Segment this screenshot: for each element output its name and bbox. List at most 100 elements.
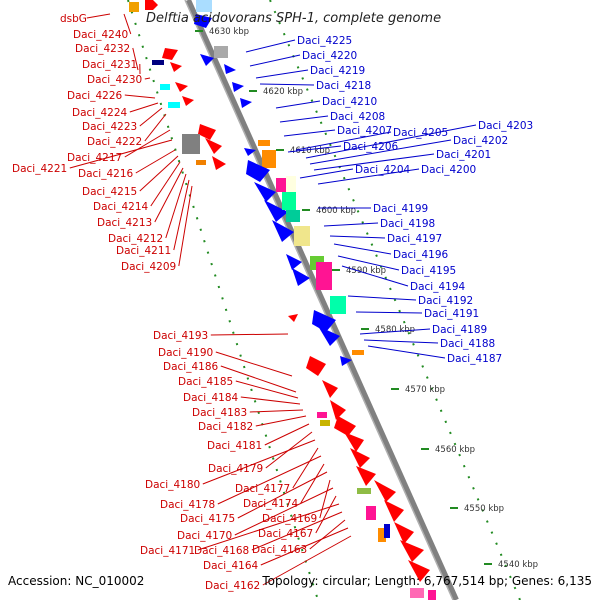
label-leader-line — [132, 47, 139, 71]
label-right: Daci_4204 — [355, 164, 411, 176]
gene-arrow — [198, 124, 216, 140]
gene-arrow — [224, 64, 236, 74]
label-leader-line — [255, 415, 307, 427]
label-left: Daci_4231 — [82, 59, 137, 71]
label-leader-line — [341, 265, 409, 287]
label-leader-line — [333, 243, 392, 255]
kbp-ticks: 4630 kbp 4620 kbp 4610 kbp 4600 kbp 4590 kbp… — [195, 27, 538, 570]
gene-block — [357, 488, 371, 494]
gene-arrow — [212, 156, 226, 170]
gene-arrow — [182, 96, 194, 106]
gene-arrow — [356, 466, 376, 486]
gene-arrow — [286, 254, 302, 270]
label-leader-line — [367, 345, 446, 359]
topology-text: Topology: circular; Length: 6,767,514 bp… — [262, 574, 592, 588]
gene-arrow — [246, 160, 270, 182]
label-leader-line — [295, 131, 392, 151]
gene-arrow — [162, 48, 178, 60]
gene-block — [182, 134, 200, 154]
label-right: Daci_4219 — [310, 65, 365, 77]
gene-block — [258, 140, 270, 146]
label-leader-line — [235, 380, 299, 399]
label-leader-line — [300, 463, 325, 504]
kbp-tick-label: 4580 kbp — [375, 325, 415, 335]
kbp-tick-label: 4570 kbp — [405, 385, 445, 395]
label-left: Daci_4216 — [78, 168, 134, 180]
label-left: Daci_4214 — [93, 201, 149, 213]
gene-arrow — [244, 148, 256, 156]
label-right: Daci_4205 — [393, 127, 448, 139]
label-leaders — [69, 13, 477, 586]
label-right: Daci_4208 — [330, 111, 385, 123]
label-left: Daci_4217 — [67, 152, 122, 164]
label-leader-line — [210, 333, 289, 336]
label-right: Daci_4194 — [410, 281, 466, 293]
label-right: Daci_4207 — [337, 125, 392, 137]
kbp-tick-label: 4560 kbp — [435, 445, 475, 455]
label-leader-line — [317, 168, 420, 185]
label-leader-line — [255, 69, 309, 79]
label-leader-line — [150, 161, 181, 207]
gene-arrow — [330, 400, 346, 420]
gene-block — [152, 60, 164, 65]
label-left: Daci_4181 — [207, 440, 262, 452]
gene-block — [286, 176, 296, 196]
label-leader-line — [178, 185, 193, 267]
gene-arrow — [272, 220, 294, 242]
label-leader-line — [165, 173, 187, 239]
label-left: Daci_4174 — [243, 498, 299, 510]
label-left: Daci_4211 — [116, 245, 171, 257]
kbp-tick-label: 4620 kbp — [263, 87, 303, 97]
gene-block — [294, 226, 310, 246]
label-left: Daci_4184 — [183, 392, 239, 404]
label-left: Daci_4212 — [108, 233, 163, 245]
gene-arrow — [384, 500, 404, 522]
label-leader-line — [279, 115, 329, 123]
label-leader-line — [69, 139, 173, 169]
label-leader-line — [313, 153, 435, 171]
label-right: Daci_4203 — [478, 120, 533, 132]
label-leader-line — [283, 129, 336, 137]
label-leader-line — [259, 83, 315, 86]
label-leader-line — [315, 495, 337, 534]
label-left: Daci_4167 — [258, 528, 313, 540]
label-leader-line — [139, 155, 179, 192]
label-left: Daci_4171 — [140, 545, 195, 557]
label-leader-line — [234, 487, 334, 536]
kbp-tick-label: 4590 kbp — [346, 266, 386, 276]
label-right: Daci_4225 — [297, 35, 352, 47]
label-right: Daci_4201 — [436, 149, 491, 161]
label-left: Daci_4168 — [194, 545, 249, 557]
gene-arrow — [350, 448, 370, 468]
gene-block — [196, 0, 212, 12]
label-right: Daci_4192 — [418, 295, 473, 307]
gene-block — [214, 46, 228, 58]
label-left: Daci_4213 — [97, 217, 152, 229]
gene-block — [320, 420, 330, 426]
label-leader-line — [262, 535, 352, 586]
label-left: Daci_4230 — [87, 74, 142, 86]
label-right: Daci_4206 — [343, 141, 399, 153]
label-left: Daci_4209 — [121, 261, 176, 273]
label-leader-line — [220, 365, 297, 393]
label-leader-line — [202, 439, 316, 485]
outer-dotted-track — [269, 0, 521, 600]
label-leader-line — [329, 235, 386, 239]
label-left: Daci_4177 — [235, 483, 290, 495]
gene-labels: dsbG Daci_4240 Daci_4232 Daci_4231 Daci_4230… — [12, 13, 533, 592]
label-left: Daci_4164 — [203, 560, 259, 572]
label-right: Daci_4197 — [387, 233, 442, 245]
reverse-strand-genes — [194, 0, 364, 366]
label-right: Daci_4218 — [316, 80, 371, 92]
gene-arrow — [306, 356, 326, 376]
label-right: Daci_4198 — [380, 218, 435, 230]
gene-arrow — [254, 182, 276, 202]
label-left: Daci_4232 — [75, 43, 130, 55]
label-right: Daci_4195 — [401, 265, 456, 277]
label-right: Daci_4200 — [421, 164, 476, 176]
label-leader-line — [305, 124, 477, 159]
label-left: Daci_4193 — [153, 330, 208, 342]
label-left: Daci_4180 — [145, 479, 200, 491]
label-leader-line — [86, 13, 111, 19]
